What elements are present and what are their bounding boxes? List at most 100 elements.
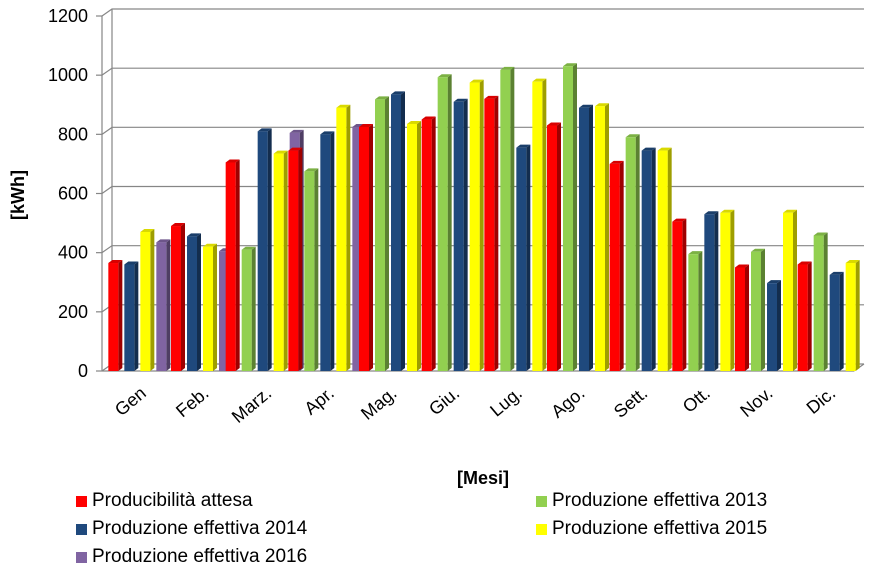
- gridline: [101, 8, 864, 17]
- bar: [288, 150, 299, 371]
- bar-top: [688, 251, 703, 255]
- bar-top: [704, 211, 719, 215]
- bar: [720, 212, 731, 371]
- bar-side: [283, 150, 288, 371]
- bar-side: [251, 246, 256, 371]
- bar-top: [203, 243, 217, 247]
- bar-side: [181, 223, 185, 371]
- legend-swatch: [536, 523, 547, 535]
- bar: [336, 107, 347, 371]
- x-tick-label: Lug.: [486, 383, 526, 421]
- bar-top: [845, 260, 860, 264]
- bar-top: [375, 96, 389, 100]
- bar-top: [336, 104, 351, 108]
- bar: [273, 153, 284, 371]
- bar: [257, 131, 268, 371]
- bar: [767, 283, 777, 371]
- bar-side: [573, 63, 577, 372]
- bar-top: [453, 98, 468, 102]
- x-tick-label: Nov.: [736, 383, 776, 421]
- bar-side: [346, 104, 351, 371]
- bar-side: [510, 66, 515, 371]
- bar-top: [579, 104, 593, 108]
- legend-label: Produzione effettiva 2016: [92, 546, 308, 567]
- legend-item: Produzione effettiva 2015: [536, 516, 866, 542]
- bar: [203, 246, 213, 371]
- x-tick-label: Giu.: [425, 383, 463, 420]
- bar-side: [745, 264, 749, 371]
- x-tick-label: Marz.: [228, 383, 275, 427]
- y-axis-label: [kWh]: [8, 170, 28, 220]
- bar: [595, 106, 605, 372]
- bar-top: [484, 95, 499, 99]
- bar: [516, 147, 527, 371]
- bar-side: [855, 260, 860, 371]
- bar: [625, 137, 636, 371]
- y-tick-label: 600: [58, 184, 88, 204]
- bar: [735, 267, 745, 371]
- bar-side: [385, 96, 389, 372]
- x-tick-label: Mag.: [357, 383, 401, 424]
- bar: [171, 226, 181, 371]
- bar: [124, 264, 135, 371]
- bar-side: [401, 91, 405, 371]
- legend-item: Produzione effettiva 2013: [536, 488, 866, 514]
- x-tick-label: Feb.: [172, 383, 212, 421]
- bar-side: [118, 260, 123, 371]
- bar-top: [289, 129, 304, 133]
- legend-swatch: [536, 495, 547, 507]
- bar-top: [532, 78, 547, 82]
- bar-side: [494, 95, 499, 371]
- bar: [108, 263, 119, 371]
- bar: [563, 66, 573, 372]
- y-tick-label: 800: [58, 124, 88, 144]
- bar-top: [625, 134, 640, 138]
- bar-top: [421, 116, 436, 120]
- bar-top: [273, 150, 288, 154]
- bar-side: [557, 122, 561, 371]
- bar-side: [314, 168, 319, 371]
- bar-side: [369, 123, 373, 371]
- bar: [437, 77, 448, 372]
- bar-side: [542, 78, 547, 372]
- bar-side: [166, 239, 171, 371]
- x-tick-labels: Gen Feb. Marz. Apr. Mag. Giu. Lug. Ago. Sett. Ott…: [111, 383, 839, 427]
- bar: [783, 212, 793, 371]
- bar: [813, 235, 824, 371]
- gridline: [101, 67, 864, 76]
- bar-side: [463, 98, 468, 372]
- bar: [688, 254, 699, 371]
- bar: [453, 101, 464, 372]
- bar-top: [813, 232, 828, 236]
- bar-top: [595, 103, 609, 107]
- bar-side: [197, 233, 201, 371]
- bar-side: [150, 228, 155, 371]
- bar: [352, 126, 363, 371]
- bar-top: [225, 159, 240, 163]
- bar-top: [407, 120, 421, 124]
- y-tick-label: 1200: [48, 6, 88, 26]
- bar-side: [635, 134, 640, 371]
- bar-top: [751, 248, 765, 252]
- bar-top: [156, 239, 171, 243]
- bar-side: [698, 251, 703, 371]
- bar-side: [839, 271, 844, 371]
- bar: [219, 251, 229, 371]
- x-tick-label: Dic.: [803, 383, 840, 418]
- bar-side: [267, 128, 272, 371]
- bar: [187, 236, 197, 371]
- bar: [547, 125, 557, 371]
- bar-top: [241, 246, 256, 250]
- bar: [579, 107, 589, 371]
- bar-side: [447, 74, 452, 372]
- bar-top: [735, 264, 749, 268]
- y-tick-labels: 0 200 400 600 800 1000 1200: [48, 6, 88, 381]
- bar-side: [823, 232, 828, 371]
- bar-top: [108, 260, 123, 264]
- legend-label: Producibilità attesa: [92, 490, 253, 511]
- bar: [359, 126, 369, 371]
- bars: [108, 63, 860, 372]
- bar: [641, 150, 652, 371]
- bar-side: [330, 131, 335, 371]
